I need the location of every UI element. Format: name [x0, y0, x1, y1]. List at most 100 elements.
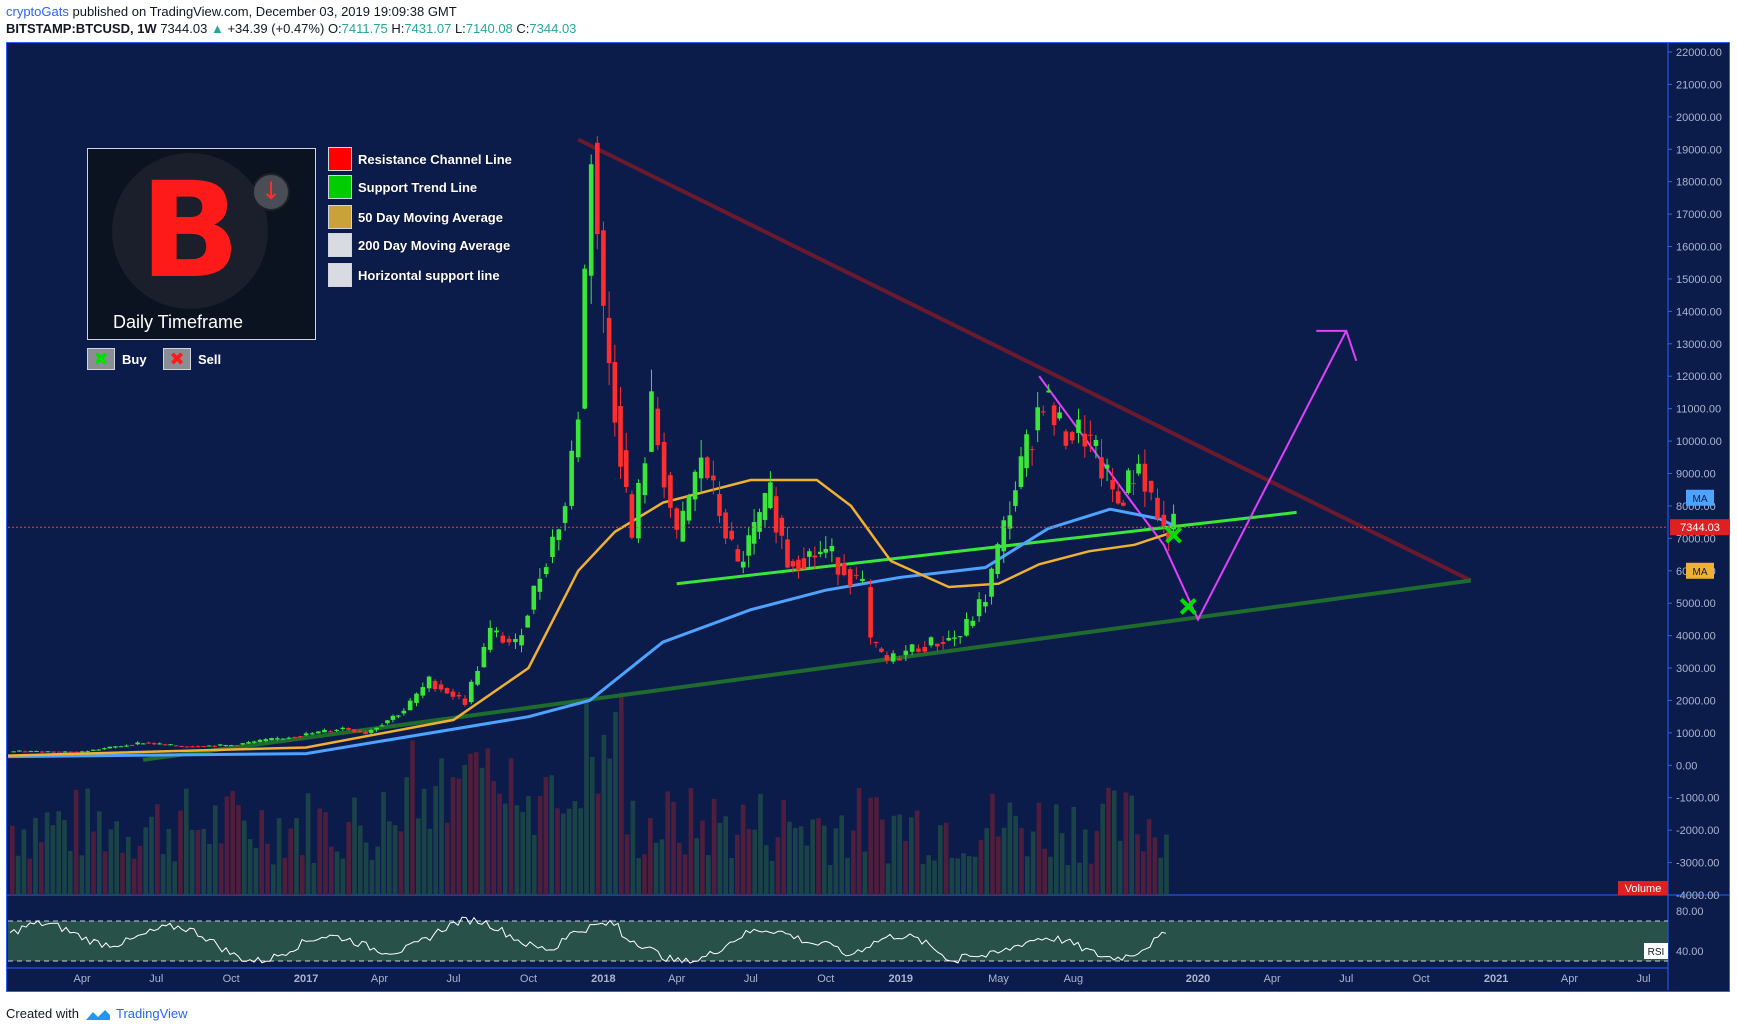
legend-ma50: 50 Day Moving Average — [328, 204, 503, 230]
volume-bar — [1042, 848, 1047, 895]
volume-bar — [978, 840, 984, 895]
y-tick-label: 2000.00 — [1676, 695, 1716, 707]
volume-bar — [21, 829, 27, 895]
volume-bar — [752, 829, 757, 895]
candle-body — [74, 751, 79, 753]
candle-body — [444, 688, 450, 694]
candle-body — [240, 743, 246, 745]
x-tick-label: 2021 — [1484, 973, 1508, 985]
rsi-line — [9, 916, 1167, 964]
candle-body — [263, 739, 269, 742]
candle-body — [916, 648, 921, 652]
y-tick-label: 7000.00 — [1676, 533, 1716, 545]
volume-bar — [1094, 830, 1100, 895]
volume-bar — [1059, 833, 1065, 895]
candle-body — [751, 522, 757, 544]
volume-bar — [578, 808, 583, 895]
volume-bar — [735, 834, 740, 895]
volume-bar — [851, 830, 856, 895]
volume-bar — [329, 846, 334, 895]
candle-body — [135, 742, 140, 745]
candle-body — [513, 638, 518, 643]
legend-label: 50 Day Moving Average — [358, 209, 503, 225]
candle-body — [146, 742, 151, 744]
volume-bar — [810, 819, 815, 895]
rsi-label: RSI — [1648, 947, 1665, 958]
candle-body — [952, 637, 957, 639]
volume-bar — [224, 796, 230, 895]
candle-body — [1126, 470, 1131, 493]
volume-bar — [972, 856, 978, 895]
created-with-text: Created with — [6, 1006, 79, 1021]
candle-body — [841, 563, 847, 576]
ma-badge-label: MA — [1693, 494, 1708, 505]
candle-body — [39, 751, 45, 753]
x-tick-label: Aug — [1064, 973, 1084, 985]
volume-bar — [474, 752, 479, 895]
volume-bar — [555, 808, 560, 895]
volume-bar — [665, 791, 670, 895]
volume-bar — [868, 797, 873, 895]
candle-body — [303, 733, 309, 736]
volume-bar — [358, 825, 363, 895]
volume-bar — [694, 838, 699, 895]
candle-body — [201, 746, 206, 748]
candle-body — [113, 746, 118, 748]
volume-bar — [1100, 803, 1105, 895]
candle-body — [129, 745, 135, 747]
legend-support: Support Trend Line — [328, 174, 477, 200]
volume-bar — [300, 854, 305, 895]
tradingview-link[interactable]: TradingView — [116, 1006, 188, 1021]
sell-x-icon: ✖ — [163, 348, 191, 370]
candle-body — [762, 493, 768, 520]
volume-bar — [880, 819, 885, 895]
volume-bar — [1071, 807, 1076, 895]
candle-body — [62, 751, 68, 753]
volume-bar — [642, 854, 647, 895]
y-tick-label: 19000.00 — [1676, 144, 1722, 156]
candle-body — [649, 391, 654, 452]
candle-body — [1024, 434, 1029, 469]
y-tick-label: 20000.00 — [1676, 112, 1722, 124]
volume-bar — [537, 796, 543, 895]
candle-body — [468, 681, 474, 703]
candle-body — [500, 635, 506, 643]
candle-body — [57, 751, 62, 753]
info-panel: B ↓ Daily Timeframe — [87, 148, 316, 340]
legend-label: Resistance Channel Line — [358, 151, 512, 167]
volume-bar — [967, 855, 972, 895]
candle-body — [316, 731, 321, 734]
candle-body — [823, 548, 829, 553]
volume-bar — [375, 846, 380, 895]
candle-body — [426, 676, 432, 689]
candle-body — [357, 730, 363, 733]
volume-bar — [1088, 863, 1094, 895]
candle-body — [746, 535, 751, 556]
candle-body — [385, 720, 390, 724]
volume-bar — [201, 828, 206, 895]
candle-body — [860, 578, 865, 582]
y-tick-label: 21000.00 — [1676, 79, 1722, 91]
candle-body — [970, 620, 976, 626]
volume-bar — [914, 810, 920, 895]
volume-bar — [381, 792, 386, 895]
ma200-line — [7, 507, 1175, 759]
volume-bar — [242, 820, 247, 895]
candle-body — [796, 559, 801, 571]
y-tick-label: -3000.00 — [1676, 858, 1719, 870]
symbol-label: BITSTAMP:BTCUSD, 1W — [6, 21, 157, 36]
volume-bar — [334, 851, 340, 895]
volume-bar — [62, 820, 67, 895]
author-link[interactable]: cryptoGats — [6, 4, 69, 19]
volume-bar — [392, 825, 398, 895]
candle-body — [674, 508, 680, 530]
candle-body — [704, 457, 710, 479]
volume-bar — [1141, 851, 1146, 895]
candle-body — [11, 751, 17, 753]
candle-body — [928, 637, 934, 646]
candle-body — [601, 230, 606, 306]
candle-body — [623, 450, 629, 488]
candle-body — [983, 602, 988, 607]
legend-swatch-white — [328, 233, 352, 257]
